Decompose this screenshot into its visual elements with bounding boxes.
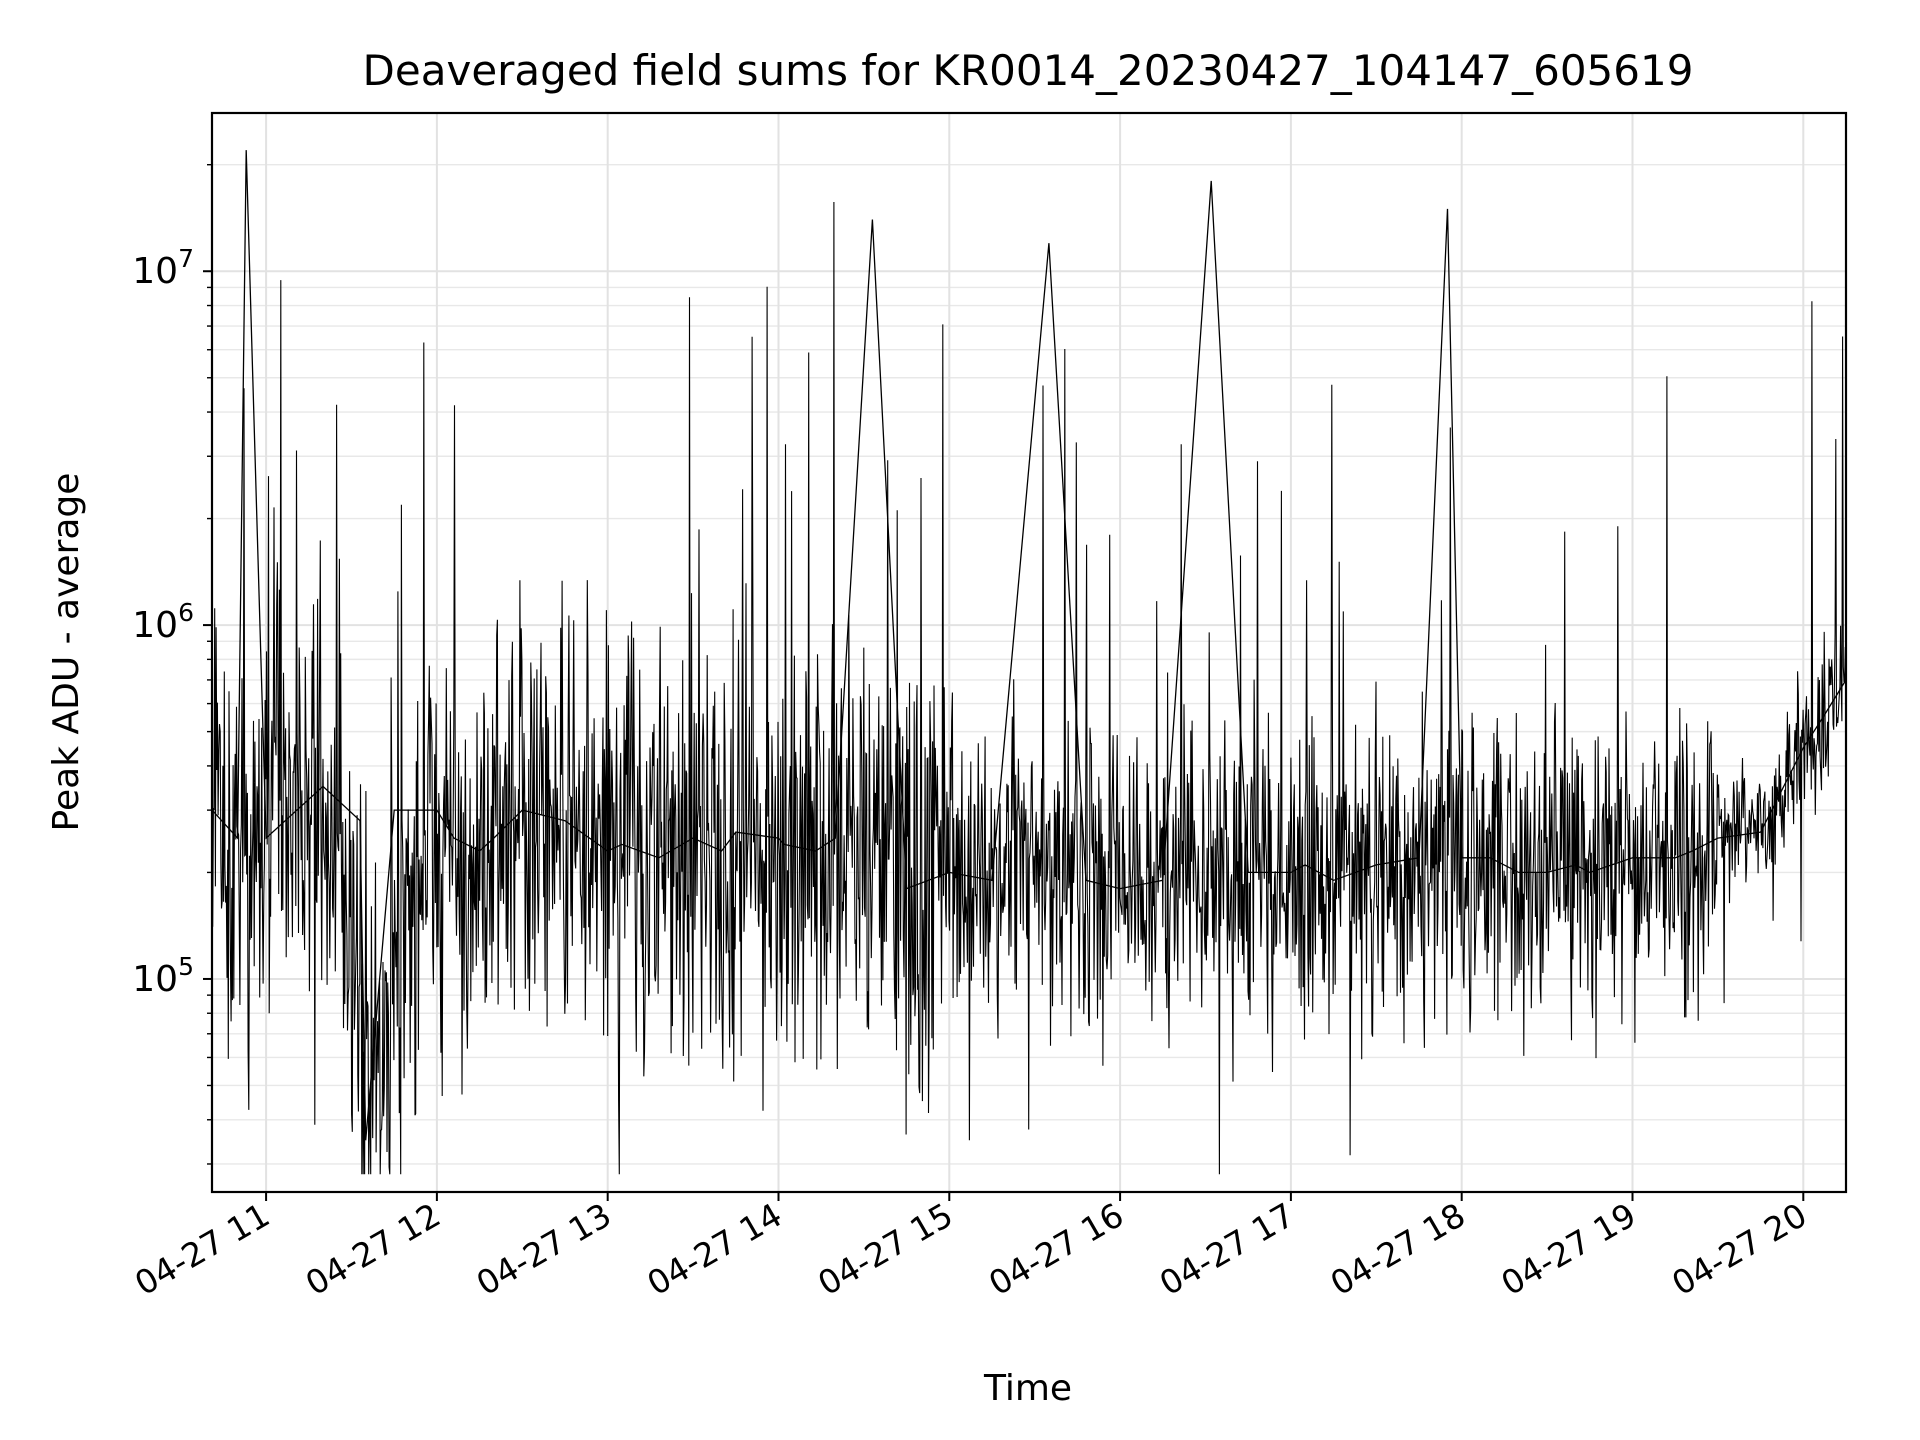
- x-tick-label: 04-27 14: [640, 1195, 788, 1303]
- chart-title: Deaveraged field sums for KR0014_2023042…: [363, 46, 1694, 95]
- x-tick-label: 04-27 11: [128, 1195, 276, 1303]
- plot-frame: [210, 111, 1848, 1194]
- y-tick-label-base: 10: [132, 959, 178, 1000]
- y-tick-label-base: 10: [132, 251, 178, 292]
- y-tick-label-base: 10: [132, 605, 178, 646]
- y-tick-label: 105: [132, 952, 194, 1000]
- x-tick-label: 04-27 18: [1324, 1195, 1472, 1303]
- y-tick-label-exponent: 7: [178, 244, 194, 273]
- y-axis-label: Peak ADU - average: [46, 473, 87, 832]
- x-axis-label: Time: [983, 1368, 1072, 1409]
- x-tick-label: 04-27 16: [982, 1195, 1130, 1303]
- x-tick-label: 04-27 19: [1495, 1195, 1643, 1303]
- x-tick-label: 04-27 15: [811, 1195, 959, 1303]
- y-tick-label: 106: [132, 598, 194, 646]
- series-line-texture: [211, 201, 1847, 1175]
- x-tick-label: 04-27 20: [1665, 1195, 1813, 1303]
- x-tick-label: 04-27 17: [1153, 1195, 1301, 1303]
- data-layer: [211, 150, 1847, 1175]
- y-tick-label-exponent: 5: [178, 952, 194, 981]
- y-tick-label: 107: [132, 244, 194, 292]
- y-tick-label-exponent: 6: [178, 598, 194, 627]
- x-tick-label: 04-27 13: [470, 1195, 618, 1303]
- x-tick-label: 04-27 12: [299, 1195, 447, 1303]
